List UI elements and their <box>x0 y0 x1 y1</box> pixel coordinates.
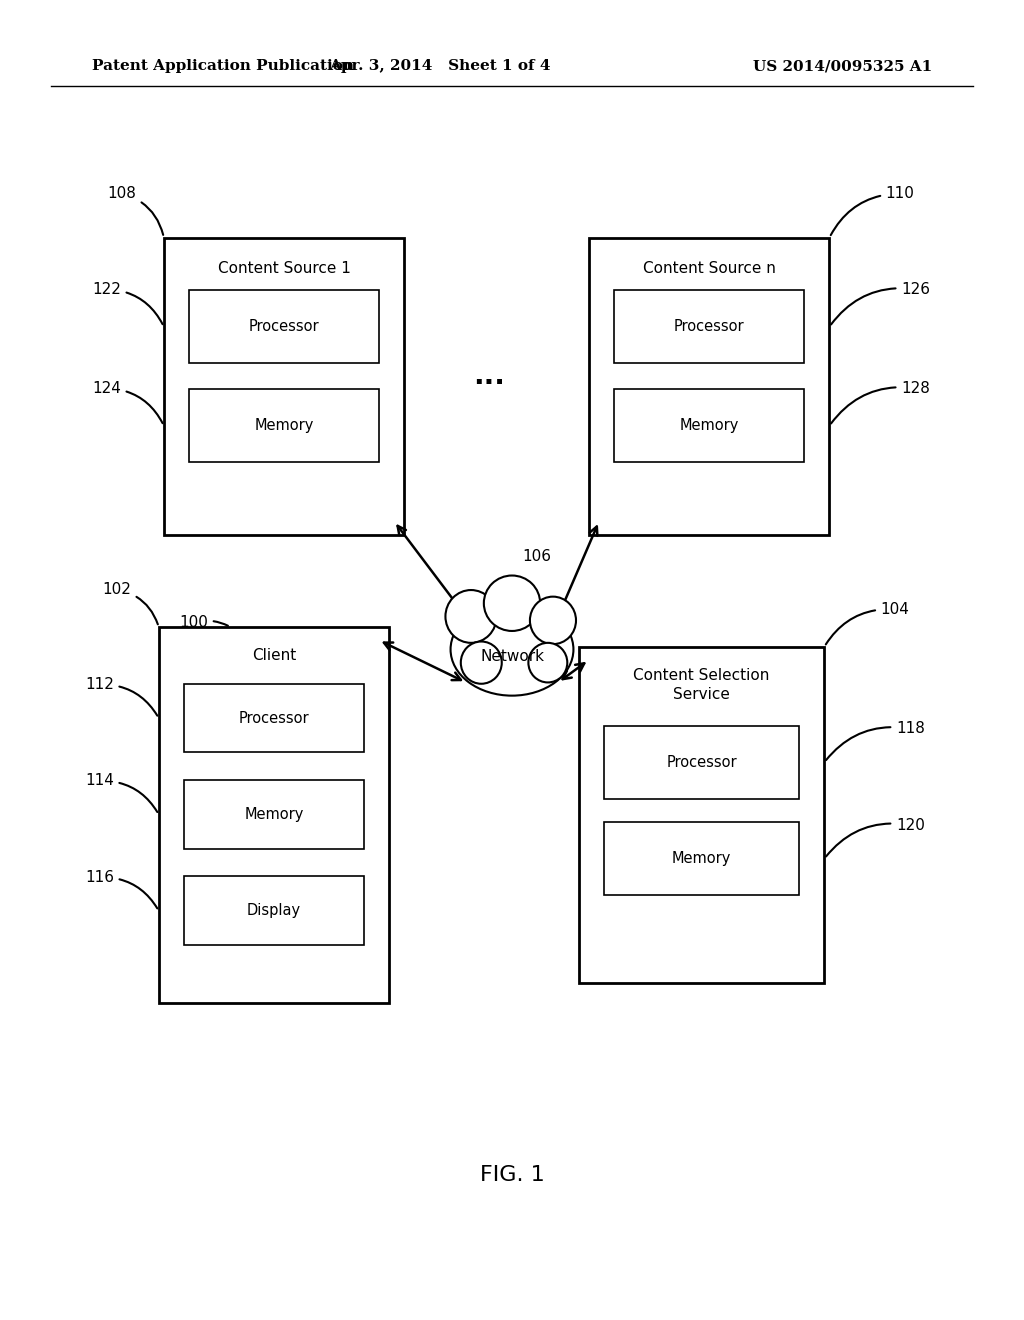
Text: Content Source n: Content Source n <box>643 261 775 276</box>
Text: Display: Display <box>247 903 301 919</box>
Text: 126: 126 <box>831 281 930 325</box>
Text: Apr. 3, 2014   Sheet 1 of 4: Apr. 3, 2014 Sheet 1 of 4 <box>330 59 551 74</box>
Ellipse shape <box>528 643 567 682</box>
FancyBboxPatch shape <box>159 627 389 1003</box>
Text: Memory: Memory <box>680 418 738 433</box>
FancyBboxPatch shape <box>579 647 824 983</box>
Bar <box>189 389 379 462</box>
Text: 102: 102 <box>102 582 158 624</box>
Text: Client: Client <box>252 648 296 663</box>
Text: 128: 128 <box>831 380 930 424</box>
Ellipse shape <box>483 576 541 631</box>
Text: Memory: Memory <box>245 807 303 822</box>
Ellipse shape <box>451 603 573 696</box>
Bar <box>184 684 364 752</box>
Text: Patent Application Publication: Patent Application Publication <box>92 59 354 74</box>
Bar <box>184 876 364 945</box>
Text: 116: 116 <box>85 870 158 908</box>
Text: 100: 100 <box>179 615 228 630</box>
Bar <box>604 822 799 895</box>
Ellipse shape <box>530 597 575 644</box>
Bar <box>189 290 379 363</box>
Ellipse shape <box>461 642 502 684</box>
Bar <box>184 780 364 849</box>
Text: FIG. 1: FIG. 1 <box>479 1164 545 1185</box>
Text: 104: 104 <box>825 602 909 644</box>
Text: Processor: Processor <box>674 319 744 334</box>
Text: 114: 114 <box>85 774 158 812</box>
Bar <box>614 389 804 462</box>
Text: Content Source 1: Content Source 1 <box>218 261 350 276</box>
FancyBboxPatch shape <box>589 238 829 535</box>
Text: 112: 112 <box>85 677 158 715</box>
Bar <box>604 726 799 799</box>
Text: 124: 124 <box>92 380 163 424</box>
Text: 108: 108 <box>108 186 163 235</box>
Text: 122: 122 <box>92 281 163 325</box>
Text: 120: 120 <box>826 817 925 857</box>
Text: Content Selection
Service: Content Selection Service <box>633 668 770 701</box>
Bar <box>614 290 804 363</box>
Text: Network: Network <box>480 648 544 664</box>
Text: Processor: Processor <box>239 710 309 726</box>
Text: 110: 110 <box>830 186 914 235</box>
Text: Processor: Processor <box>667 755 736 770</box>
Ellipse shape <box>445 590 497 643</box>
Text: US 2014/0095325 A1: US 2014/0095325 A1 <box>753 59 932 74</box>
Text: ...: ... <box>473 362 506 391</box>
Text: Memory: Memory <box>672 851 731 866</box>
Text: 118: 118 <box>826 721 925 760</box>
Text: 106: 106 <box>522 549 551 564</box>
Text: Memory: Memory <box>255 418 313 433</box>
Text: Processor: Processor <box>249 319 319 334</box>
FancyBboxPatch shape <box>164 238 404 535</box>
